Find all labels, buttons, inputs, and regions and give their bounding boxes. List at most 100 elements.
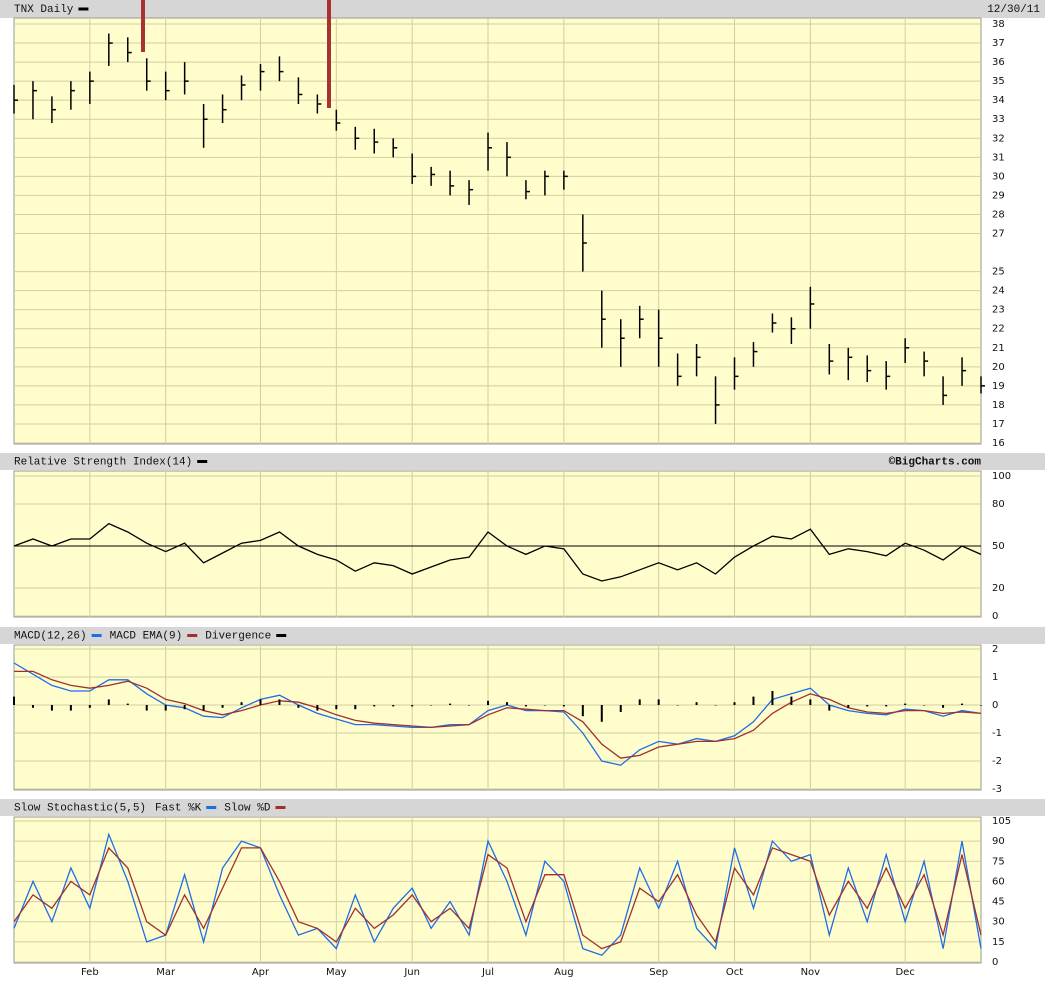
series-line (13, 846, 982, 950)
y-tick-label: -1 (992, 728, 1002, 739)
legend-label: Divergence (205, 630, 271, 642)
divergence-bar (790, 696, 793, 705)
y-tick-label: 34 (992, 95, 1005, 106)
y-tick-label: 24 (992, 286, 1005, 297)
y-tick-label: 100 (992, 471, 1011, 482)
divergence-bar (562, 705, 565, 707)
y-tick-label: 31 (992, 152, 1005, 163)
x-tick-label: Jun (403, 967, 420, 978)
x-tick-label: Sep (649, 967, 668, 978)
y-tick-label: 33 (992, 114, 1005, 125)
header-bar (0, 627, 1045, 644)
y-tick-label: 36 (992, 57, 1005, 68)
divergence-bar (847, 705, 850, 708)
y-tick-label: 37 (992, 38, 1005, 49)
y-tick-label: 17 (992, 419, 1005, 430)
divergence-bar (126, 703, 129, 705)
x-tick-label: Aug (554, 967, 574, 978)
divergence-bar (278, 699, 281, 705)
y-tick-label: 0 (992, 957, 998, 968)
divergence-bar (695, 702, 698, 705)
plot-background (13, 644, 982, 791)
divergence-bar (809, 699, 812, 705)
divergence-bar (297, 705, 300, 708)
event-marker (141, 0, 145, 52)
y-tick-label: 35 (992, 76, 1005, 87)
plot-background (13, 17, 982, 445)
y-tick-label: 19 (992, 381, 1005, 392)
divergence-bar (31, 705, 34, 708)
y-tick-label: 2 (992, 644, 998, 655)
legend-label: Slow %D (224, 802, 271, 814)
y-tick-label: 38 (992, 19, 1005, 30)
divergence-bar (240, 702, 243, 705)
header-bar (0, 453, 1045, 470)
divergence-bar (487, 700, 490, 705)
divergence-bar (600, 705, 603, 722)
divergence-bar (581, 705, 584, 717)
plot-background (13, 816, 982, 964)
x-tick-label: Dec (895, 967, 914, 978)
y-tick-label: 50 (992, 541, 1005, 552)
line (13, 522, 982, 582)
header-bar (0, 799, 1045, 816)
divergence-bar (714, 705, 717, 706)
legend-label: MACD EMA(9) (110, 630, 183, 642)
y-tick-label: 90 (992, 836, 1005, 847)
y-tick-label: -3 (992, 784, 1002, 795)
y-tick-label: 21 (992, 343, 1005, 354)
divergence-bar (980, 705, 982, 706)
legend-label: TNX Daily (14, 4, 74, 16)
y-tick-label: 0 (992, 700, 998, 711)
divergence-bar (69, 705, 72, 711)
divergence-bar (50, 705, 53, 711)
y-tick-label: 15 (992, 937, 1005, 948)
divergence-bar (752, 696, 755, 705)
y-tick-label: 30 (992, 171, 1005, 182)
divergence-bar (430, 705, 433, 706)
divergence-bar (145, 705, 148, 711)
divergence-bar (164, 705, 167, 711)
divergence-bar (392, 705, 395, 707)
legend-label: Slow Stochastic(5,5) (14, 802, 146, 814)
y-tick-label: 60 (992, 876, 1005, 887)
divergence-bar (828, 705, 831, 711)
divergence-bar (13, 696, 15, 705)
divergence-bar (524, 705, 527, 707)
divergence-bar (904, 703, 907, 705)
x-tick-label: Nov (801, 967, 821, 978)
divergence-bar (942, 705, 945, 708)
y-tick-label: 20 (992, 362, 1005, 373)
x-tick-label: Apr (252, 967, 270, 978)
y-tick-label: 18 (992, 400, 1005, 411)
legend-label: Relative Strength Index(14) (14, 456, 192, 468)
divergence-bar (202, 705, 205, 711)
divergence-bar (335, 705, 338, 710)
divergence-bar (107, 699, 110, 705)
divergence-bar (638, 699, 641, 705)
y-tick-label: -2 (992, 756, 1002, 767)
divergence-bar (923, 705, 926, 706)
y-tick-label: 20 (992, 583, 1005, 594)
credit: ©BigCharts.com (889, 456, 982, 468)
header-bar (0, 0, 1045, 18)
y-tick-label: 29 (992, 190, 1005, 201)
divergence-bar (505, 702, 508, 705)
y-tick-label: 0 (992, 611, 998, 622)
y-tick-label: 16 (992, 438, 1005, 449)
x-tick-label: Jul (481, 967, 494, 978)
y-tick-label: 45 (992, 897, 1005, 908)
divergence-bar (676, 705, 679, 706)
divergence-bar (657, 699, 660, 705)
divergence-bar (183, 705, 186, 710)
series-line (14, 670, 982, 759)
divergence-bar (543, 705, 546, 706)
event-marker (327, 0, 331, 108)
legend-label: MACD(12,26) (14, 630, 87, 642)
divergence-bar (259, 699, 262, 705)
divergence-bar (961, 703, 964, 705)
x-tick-label: Oct (726, 967, 743, 978)
divergence-bar (866, 705, 869, 707)
divergence-bar (411, 705, 414, 707)
